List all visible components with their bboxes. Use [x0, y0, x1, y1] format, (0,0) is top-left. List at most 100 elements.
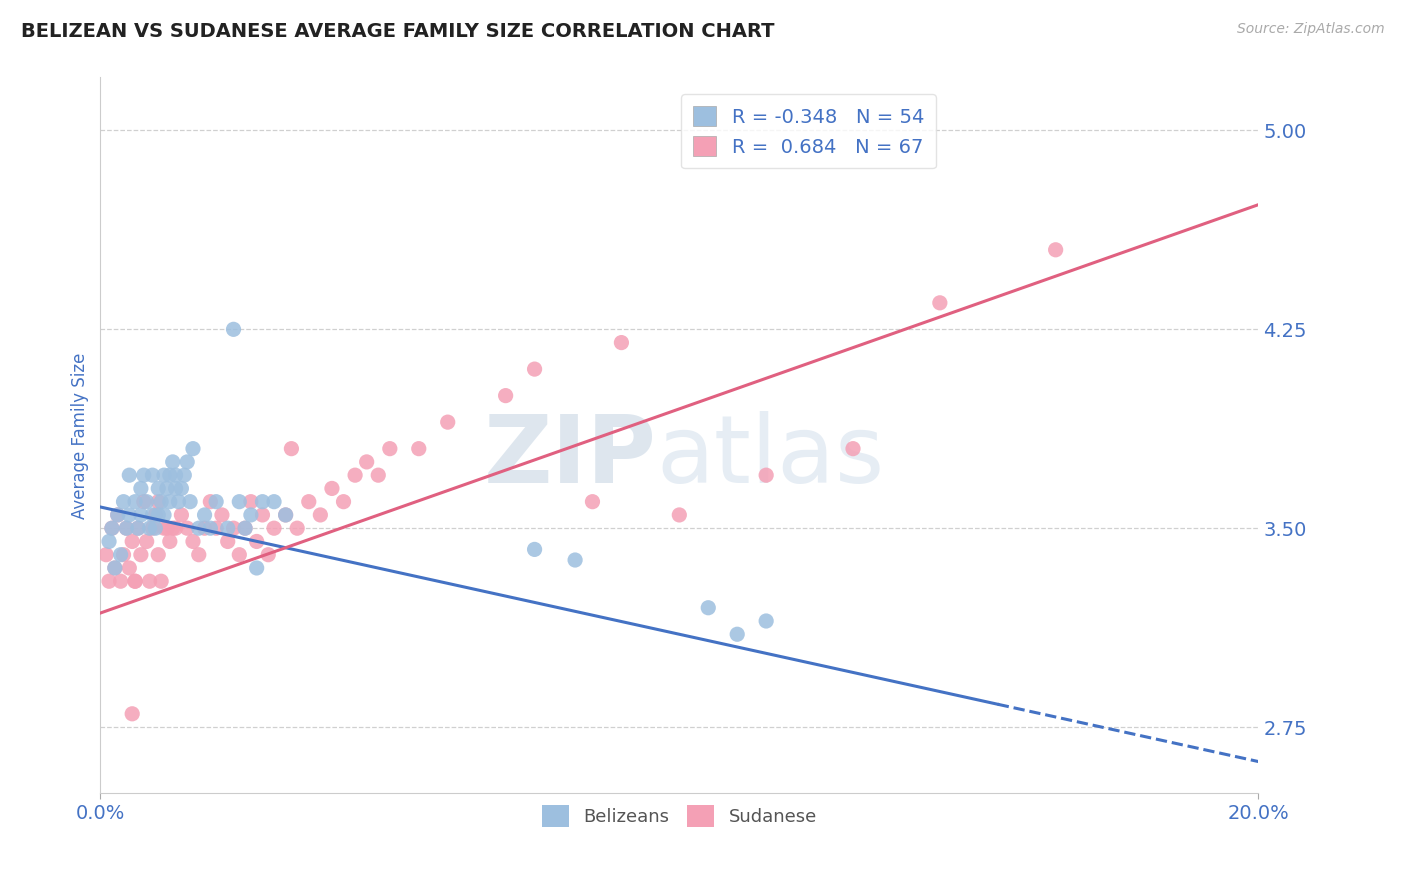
Point — [135, 534, 157, 549]
Point — [143, 508, 166, 522]
Point — [668, 508, 690, 522]
Point — [148, 508, 170, 522]
Point — [118, 561, 141, 575]
Point — [153, 521, 176, 535]
Point — [153, 508, 176, 522]
Point — [129, 508, 152, 522]
Point — [150, 574, 173, 589]
Point — [127, 521, 149, 535]
Point — [285, 521, 308, 535]
Point — [159, 534, 181, 549]
Point — [205, 494, 228, 508]
Point — [187, 548, 209, 562]
Point — [842, 442, 865, 456]
Point — [274, 508, 297, 522]
Point — [246, 534, 269, 549]
Point — [165, 521, 187, 535]
Point — [252, 508, 274, 522]
Point — [110, 574, 132, 589]
Point — [167, 494, 190, 508]
Point — [141, 521, 163, 535]
Point — [257, 548, 280, 562]
Point — [181, 534, 204, 549]
Point — [217, 534, 239, 549]
Point — [436, 415, 458, 429]
Point — [170, 482, 193, 496]
Point — [246, 561, 269, 575]
Point — [928, 295, 950, 310]
Point — [135, 494, 157, 508]
Point — [222, 521, 245, 535]
Point — [107, 508, 129, 522]
Point — [124, 574, 146, 589]
Point — [356, 455, 378, 469]
Point — [118, 468, 141, 483]
Point — [187, 521, 209, 535]
Point — [115, 521, 138, 535]
Point — [280, 442, 302, 456]
Text: BELIZEAN VS SUDANESE AVERAGE FAMILY SIZE CORRELATION CHART: BELIZEAN VS SUDANESE AVERAGE FAMILY SIZE… — [21, 22, 775, 41]
Point — [141, 468, 163, 483]
Point — [239, 494, 262, 508]
Point — [344, 468, 367, 483]
Point — [200, 494, 222, 508]
Point — [107, 508, 129, 522]
Point — [263, 521, 285, 535]
Point — [228, 548, 250, 562]
Legend: Belizeans, Sudanese: Belizeans, Sudanese — [534, 798, 824, 834]
Point — [110, 548, 132, 562]
Point — [697, 600, 720, 615]
Point — [193, 508, 215, 522]
Point — [165, 482, 187, 496]
Point — [159, 468, 181, 483]
Point — [112, 548, 135, 562]
Point — [170, 508, 193, 522]
Point — [298, 494, 321, 508]
Point — [101, 521, 124, 535]
Point — [148, 482, 170, 496]
Point — [156, 482, 179, 496]
Point — [367, 468, 389, 483]
Point — [143, 521, 166, 535]
Point — [378, 442, 401, 456]
Y-axis label: Average Family Size: Average Family Size — [72, 352, 89, 518]
Point — [181, 442, 204, 456]
Point — [124, 574, 146, 589]
Point — [162, 455, 184, 469]
Point — [148, 548, 170, 562]
Point — [121, 534, 143, 549]
Text: ZIP: ZIP — [484, 411, 657, 503]
Point — [132, 468, 155, 483]
Point — [193, 521, 215, 535]
Text: Source: ZipAtlas.com: Source: ZipAtlas.com — [1237, 22, 1385, 37]
Point — [127, 521, 149, 535]
Point — [156, 521, 179, 535]
Point — [162, 521, 184, 535]
Point — [725, 627, 748, 641]
Point — [205, 521, 228, 535]
Point — [495, 389, 517, 403]
Point — [101, 521, 124, 535]
Point — [581, 494, 603, 508]
Point — [138, 521, 160, 535]
Point — [610, 335, 633, 350]
Point — [176, 521, 198, 535]
Point — [124, 494, 146, 508]
Point — [1045, 243, 1067, 257]
Point — [115, 521, 138, 535]
Point — [98, 574, 121, 589]
Point — [112, 494, 135, 508]
Point — [211, 508, 233, 522]
Point — [222, 322, 245, 336]
Point — [150, 494, 173, 508]
Point — [118, 508, 141, 522]
Point — [233, 521, 256, 535]
Point — [228, 494, 250, 508]
Point — [239, 508, 262, 522]
Point — [98, 534, 121, 549]
Point — [141, 508, 163, 522]
Point — [176, 455, 198, 469]
Point — [755, 468, 778, 483]
Point — [129, 482, 152, 496]
Point — [104, 561, 127, 575]
